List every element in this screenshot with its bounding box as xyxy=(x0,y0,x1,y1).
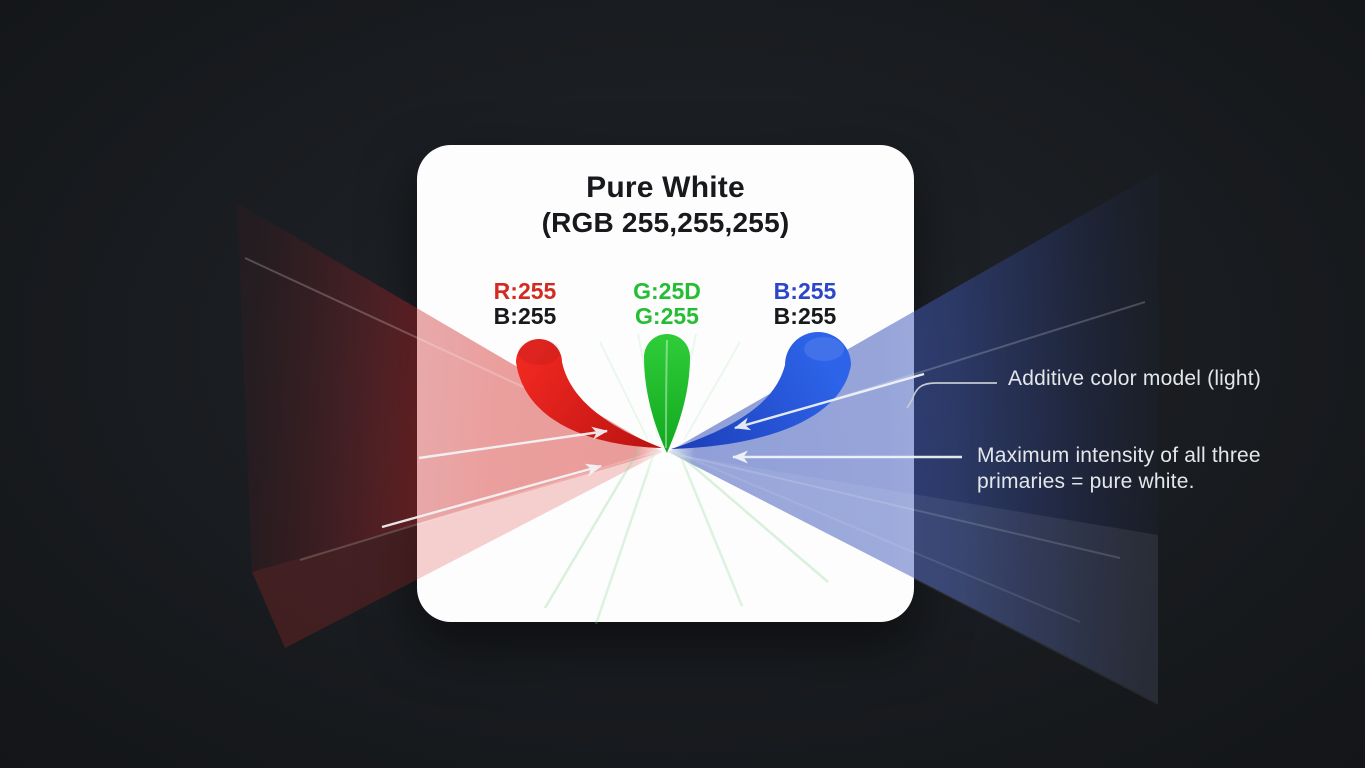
card-title: Pure White xyxy=(586,171,745,204)
white-ray xyxy=(674,451,1081,623)
green-led-label-bottom: G:255 xyxy=(635,303,699,329)
green-ray xyxy=(599,341,649,441)
red-led-cap-shade xyxy=(518,339,560,365)
green-ray xyxy=(671,447,829,583)
red-led-label-bottom: B:255 xyxy=(493,303,557,329)
red-led-labels: R:255 B:255 xyxy=(455,279,595,329)
blue-led-cap-highlight xyxy=(804,337,844,361)
arrow-group xyxy=(381,372,962,529)
card-subtitle-rgb-value: (RGB 255,255,255) xyxy=(541,207,790,238)
red-light-beam xyxy=(237,203,663,572)
green-led-labels: G:25D G:255 xyxy=(597,279,737,329)
callout-additive-color-model: Additive color model (light) xyxy=(1008,367,1262,390)
blue-led-label-bottom: B:255 xyxy=(773,303,837,329)
callout-max-intensity-line1: Maximum intensity of all three xyxy=(977,444,1261,467)
green-ray xyxy=(683,341,741,441)
green-ray xyxy=(676,449,744,607)
white-ray xyxy=(679,454,1121,559)
leader-line-additive-model xyxy=(906,382,997,409)
green-led-label-top: G:25D xyxy=(633,278,701,304)
green-led-midline xyxy=(665,339,668,449)
red-light-beam-soft-edge xyxy=(252,452,663,648)
callout-max-intensity-line2: primaries = pure white. xyxy=(977,470,1195,493)
red-led-icon xyxy=(516,339,662,448)
blue-beam-inner-highlight xyxy=(668,453,1158,705)
blue-led-icon xyxy=(671,332,851,449)
green-ray xyxy=(594,449,657,625)
red-led-label-top: R:255 xyxy=(493,278,557,304)
arrow-blue-upper xyxy=(734,372,925,431)
blue-light-beam xyxy=(668,172,1158,703)
arrow-red-upper xyxy=(418,426,608,460)
callout-max-intensity: Maximum intensity of all three primaries… xyxy=(977,443,1261,495)
green-ray xyxy=(543,447,642,609)
blue-led-label-top: B:255 xyxy=(773,278,837,304)
green-led-icon xyxy=(644,334,690,453)
arrow-red-lower xyxy=(381,463,602,529)
blue-led-labels: B:255 B:255 xyxy=(735,279,875,329)
